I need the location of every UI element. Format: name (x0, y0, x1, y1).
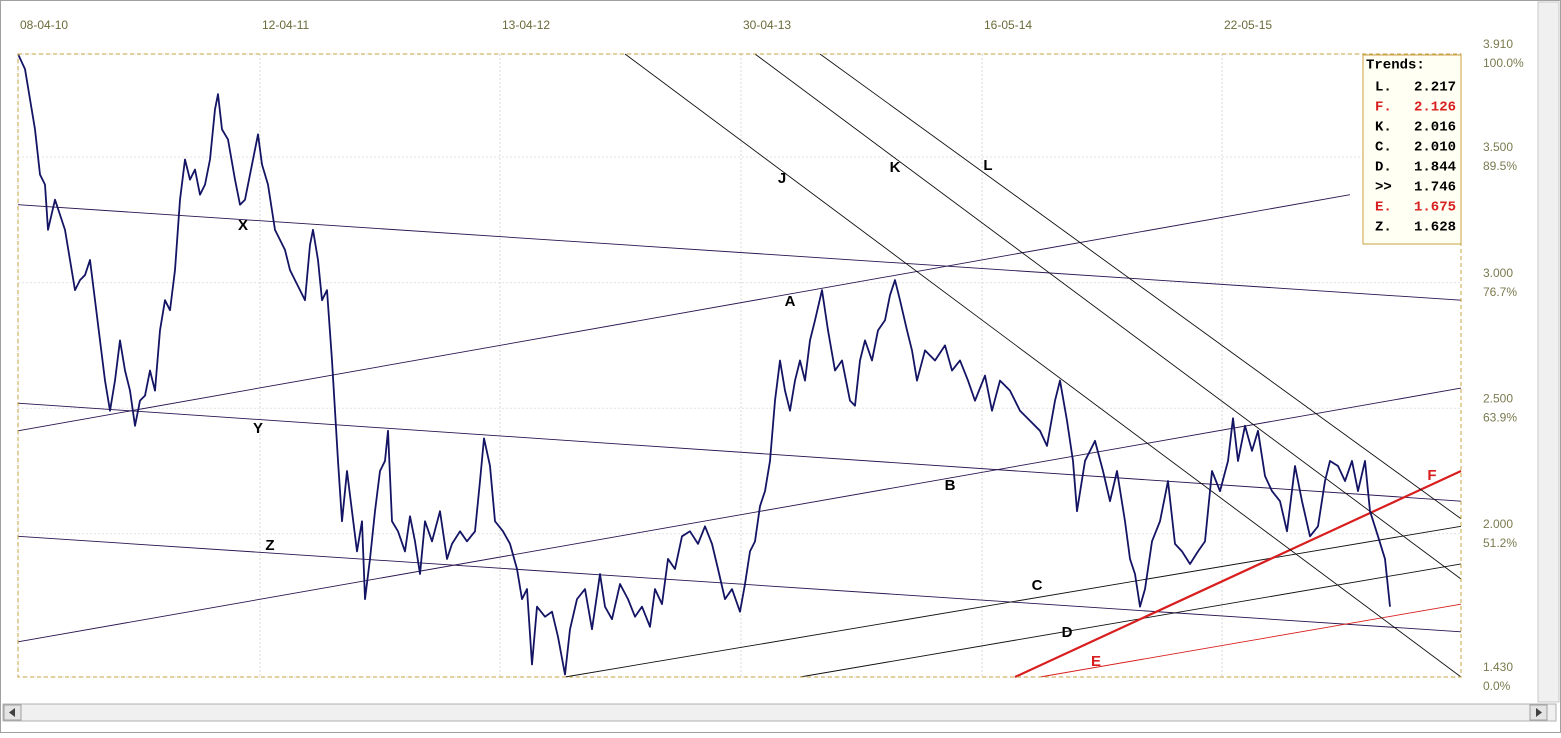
trend-label: Y (253, 420, 263, 437)
x-tick-label: 22-05-15 (1224, 18, 1272, 32)
x-tick-label: 08-04-10 (20, 18, 68, 32)
right-strip (1537, 1, 1560, 703)
trend-label: K (890, 159, 901, 176)
y-tick-label: 3.910 (1483, 37, 1513, 51)
y-tick-percent: 51.2% (1483, 536, 1517, 550)
y-tick-percent: 63.9% (1483, 410, 1517, 424)
trend-name: F. (1375, 100, 1392, 116)
y-tick-percent: 89.5% (1483, 159, 1517, 173)
trend-value: 1.675 (1414, 200, 1456, 216)
trend-name: L. (1375, 80, 1392, 96)
trend-value: 2.217 (1414, 80, 1456, 96)
trend-line (17, 204, 1462, 301)
trend-line (564, 525, 1462, 678)
trend-value: 2.010 (1414, 140, 1456, 156)
trend-label: Z (265, 537, 274, 554)
trends-box (1362, 54, 1462, 245)
trend-label: X (238, 217, 248, 234)
trend-label: E (1091, 653, 1101, 670)
x-tick-label: 16-05-14 (984, 18, 1032, 32)
trend-label: B (945, 477, 956, 494)
trend-label: A (785, 293, 796, 310)
trend-value: 1.628 (1414, 220, 1456, 236)
scroll-track[interactable] (2, 703, 1557, 722)
trend-line (819, 53, 1462, 520)
y-tick-label: 3.500 (1483, 140, 1513, 154)
x-tick-label: 13-04-12 (502, 18, 550, 32)
scrollbar[interactable] (2, 703, 1557, 722)
trend-name: C. (1375, 140, 1392, 156)
y-tick-label: 2.000 (1483, 517, 1513, 531)
y-tick-percent: 100.0% (1483, 56, 1524, 70)
trend-line (17, 387, 1462, 643)
trend-value: 2.126 (1414, 100, 1456, 116)
trend-name: D. (1375, 160, 1392, 176)
y-tick-label: 1.430 (1483, 660, 1513, 674)
x-tick-label: 12-04-11 (262, 18, 309, 32)
trend-label: F (1427, 467, 1436, 484)
arrow-right (1536, 708, 1542, 717)
arrow-left (9, 708, 15, 717)
trend-label: J (778, 170, 786, 187)
trend-name: K. (1375, 120, 1392, 136)
price-line (17, 53, 1391, 676)
trend-name: E. (1375, 200, 1392, 216)
trend-label: L (983, 157, 992, 174)
plot-border (17, 53, 1462, 678)
trend-name: Z. (1375, 220, 1392, 236)
y-tick-label: 3.000 (1483, 266, 1513, 280)
x-tick-label: 30-04-13 (743, 18, 791, 32)
trend-value: 1.746 (1414, 180, 1456, 196)
trend-line (799, 563, 1462, 678)
trend-line (1039, 603, 1462, 678)
y-tick-percent: 76.7% (1483, 285, 1517, 299)
trend-value: 1.844 (1414, 160, 1456, 176)
trend-name: >> (1375, 180, 1392, 196)
trends-title: Trends: (1366, 58, 1425, 74)
trend-line (17, 194, 1351, 432)
trend-line (1014, 470, 1462, 678)
y-tick-percent: 0.0% (1483, 679, 1511, 693)
trend-label: D (1062, 624, 1073, 641)
trend-label: C (1032, 577, 1043, 594)
trend-line (17, 535, 1462, 633)
trend-line (754, 53, 1462, 580)
trend-line (17, 402, 1462, 502)
trend-value: 2.016 (1414, 120, 1456, 136)
y-tick-label: 2.500 (1483, 391, 1513, 405)
trend-line (624, 53, 1462, 678)
